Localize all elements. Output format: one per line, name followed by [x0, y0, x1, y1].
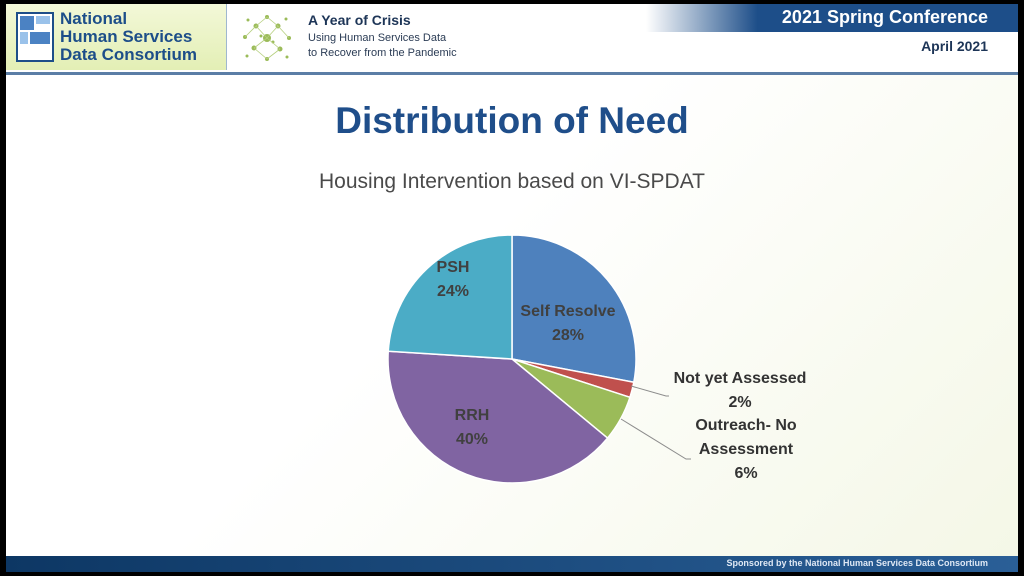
slice-percent: 2%	[728, 394, 751, 411]
slide-title: Distribution of Need	[335, 100, 689, 141]
theme-subtitle-line-2: to Recover from the Pandemic	[308, 47, 457, 59]
slice-label: Self Resolve 28%	[520, 303, 615, 344]
virus-network-icon	[243, 15, 291, 61]
conference-title: 2021 Spring Conference	[781, 7, 988, 27]
theme-title: A Year of Crisis	[308, 12, 411, 28]
slice-label: PSH 24%	[437, 259, 470, 300]
slice-percent: 24%	[437, 283, 469, 300]
logo-grid-icon	[16, 12, 54, 62]
theme-subtitle-line-1: Using Human Services Data	[308, 32, 447, 44]
conference-date: April 2021	[921, 38, 988, 54]
slice-name: Assessment	[699, 441, 794, 458]
pie-slice-psh	[387, 234, 513, 360]
leader-line	[620, 418, 691, 460]
org-name-line-2: Human Services	[60, 27, 193, 46]
conference-header: National Human Services Data Consortium	[6, 4, 1018, 75]
org-name-line-1: National	[60, 9, 128, 28]
slice-percent: 6%	[734, 465, 757, 482]
theme-subtitle: Using Human Services Data to Recover fro…	[308, 31, 457, 61]
slice-percent: 28%	[552, 327, 584, 344]
pie-slice-self-resolve	[511, 234, 637, 384]
org-name: National Human Services Data Consortium	[60, 10, 226, 64]
leader-line	[630, 385, 669, 397]
footer-bar: Sponsored by the National Human Services…	[6, 556, 1018, 572]
slice-label: Not yet Assessed 2%	[674, 370, 807, 411]
org-name-line-3: Data Consortium	[60, 45, 197, 64]
slice-percent: 40%	[456, 431, 488, 448]
slice-name: PSH	[437, 259, 470, 276]
pie-slice-rrh	[387, 350, 609, 484]
conference-banner: 2021 Spring Conference	[646, 4, 1018, 32]
sponsor-text: Sponsored by the National Human Services…	[726, 558, 988, 568]
slice-name: Not yet Assessed	[674, 370, 807, 387]
slide: National Human Services Data Consortium	[6, 4, 1018, 572]
slice-label: Outreach- No Assessment 6%	[695, 417, 797, 482]
nhsdc-logo: National Human Services Data Consortium	[6, 4, 227, 70]
slice-name: RRH	[455, 407, 490, 424]
slice-label: RRH 40%	[455, 407, 490, 448]
slice-name: Self Resolve	[520, 303, 615, 320]
chart-title: Housing Intervention based on VI-SPDAT	[319, 170, 705, 193]
pie-chart: Self Resolve 28% Not yet Assessed 2% Outreac…	[387, 234, 807, 484]
slice-name: Outreach- No	[695, 417, 797, 434]
